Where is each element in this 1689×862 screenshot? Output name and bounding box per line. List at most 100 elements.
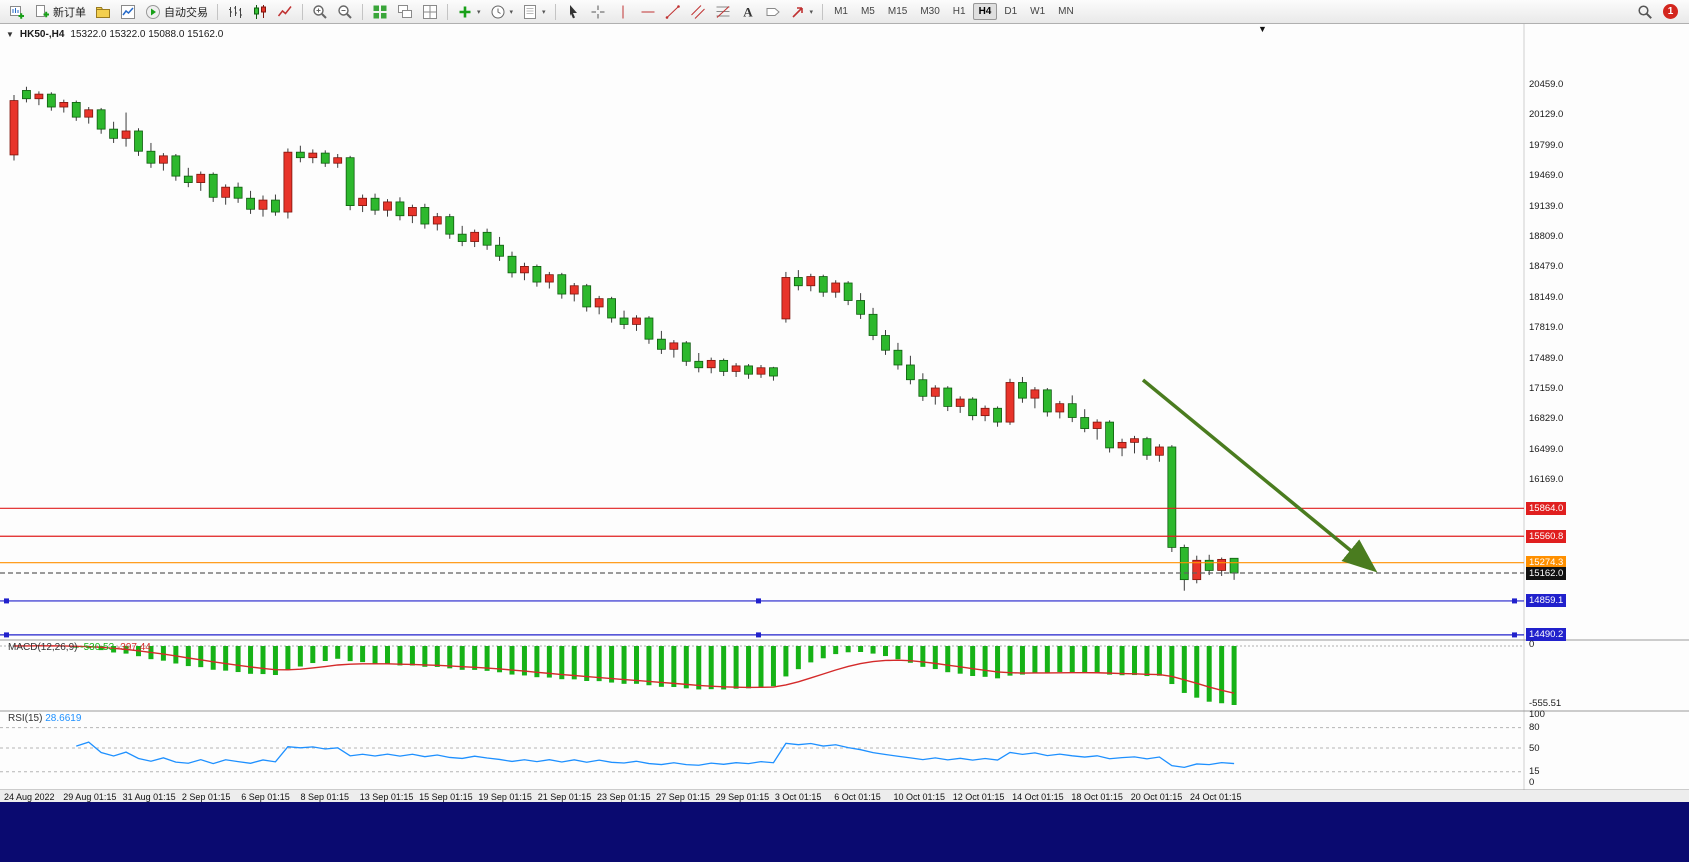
line-handle[interactable] [4,598,9,604]
candle[interactable] [109,121,118,143]
hline-button[interactable] [636,0,660,24]
line-handle[interactable] [4,632,9,638]
market-watch-button[interactable] [116,0,140,24]
candle[interactable] [9,95,19,161]
tile-windows-button[interactable] [368,0,392,24]
candle[interactable] [694,353,704,373]
candle[interactable] [968,397,978,421]
candle[interactable] [657,330,666,354]
cursor-button[interactable] [561,0,585,24]
candle[interactable] [532,264,542,287]
candle[interactable] [1192,555,1202,584]
candle[interactable] [358,194,368,213]
candle[interactable] [980,405,990,422]
timeframe-d1[interactable]: D1 [1004,6,1018,17]
timeframe-m15[interactable]: M15 [887,6,908,17]
candle[interactable] [1229,557,1239,580]
timeframe-h1[interactable]: H1 [952,6,966,17]
candle[interactable] [134,128,143,156]
candle[interactable] [1092,419,1102,440]
candle[interactable] [208,172,218,202]
fibonacci-button[interactable] [711,0,735,24]
candle[interactable] [1130,435,1139,454]
candle[interactable] [544,271,554,289]
candle[interactable] [1117,438,1127,457]
new-order-button[interactable]: 新订单 [30,0,90,24]
candle[interactable] [744,364,753,379]
candle[interactable] [557,272,567,299]
candle[interactable] [258,195,268,217]
candle[interactable] [793,270,803,291]
arrows-button[interactable]: ▾ [786,0,818,24]
price-badge[interactable]: 14859.1 [1526,594,1567,608]
crosshair-button[interactable] [586,0,610,24]
candle[interactable] [1167,445,1177,553]
channel-button[interactable] [686,0,710,24]
candle[interactable] [681,341,691,366]
candle[interactable] [644,316,654,344]
timeframe-m30[interactable]: M30 [920,6,940,17]
periods-button[interactable]: ▾ [486,0,518,24]
candle[interactable] [507,251,517,278]
candlestick-button[interactable] [248,0,272,24]
candle[interactable] [669,340,679,358]
line-chart-button[interactable] [273,0,297,24]
candle[interactable] [781,271,791,323]
chart-plot[interactable] [0,24,1689,802]
candle[interactable] [868,307,878,341]
trend-arrow[interactable] [1141,378,1378,573]
line-handle[interactable] [756,598,761,604]
candle[interactable] [955,396,965,413]
candle[interactable] [196,171,206,191]
candle[interactable] [71,100,81,121]
candle[interactable] [706,357,716,374]
candle[interactable] [806,273,816,292]
chart-menu-icon[interactable]: ▼ [6,30,14,39]
bar-chart-button[interactable] [223,0,247,24]
timeframe-w1[interactable]: W1 [1030,6,1046,17]
price-badge[interactable]: 15864.0 [1526,501,1567,515]
candle[interactable] [582,283,592,312]
candle[interactable] [1042,388,1052,417]
candle[interactable] [893,342,903,370]
candle[interactable] [495,236,504,261]
candle[interactable] [719,358,729,377]
new-chart-button[interactable] [5,0,29,24]
candle[interactable] [383,199,392,217]
candle[interactable] [246,190,255,214]
candle[interactable] [183,167,193,188]
indicators-button[interactable]: ▾ [453,0,485,24]
candle[interactable] [993,406,1002,427]
chart-shift-marker[interactable]: ▼ [1258,24,1267,34]
price-badge[interactable]: 14490.2 [1526,628,1567,642]
candle[interactable] [432,212,442,231]
price-badge[interactable]: 15560.8 [1526,529,1567,543]
candle[interactable] [1055,400,1065,419]
candle[interactable] [233,182,243,203]
zoom-out-button[interactable] [333,0,357,24]
candle[interactable] [158,153,168,171]
candle[interactable] [283,148,293,219]
timeframe-h4[interactable]: H4 [972,3,998,20]
price-badge[interactable]: 15274.3 [1526,556,1567,570]
profiles-button[interactable] [91,0,115,24]
candle[interactable] [295,145,305,163]
candle[interactable] [470,229,480,248]
arrange-button[interactable] [418,0,442,24]
notification-badge[interactable]: 1 [1663,4,1678,19]
candle[interactable] [1030,387,1040,409]
candle[interactable] [320,150,330,167]
candle[interactable] [594,295,604,315]
candle[interactable] [569,282,579,302]
text-button[interactable]: A [736,0,760,24]
candle[interactable] [1217,557,1227,576]
candle[interactable] [59,99,69,113]
templates-button[interactable]: ▾ [518,0,550,24]
candle[interactable] [1105,420,1114,453]
candle[interactable] [918,373,928,401]
candle[interactable] [482,228,492,250]
candle[interactable] [1005,378,1015,425]
timeframe-mn[interactable]: MN [1058,6,1074,17]
candle[interactable] [345,155,355,211]
candle[interactable] [906,355,915,385]
